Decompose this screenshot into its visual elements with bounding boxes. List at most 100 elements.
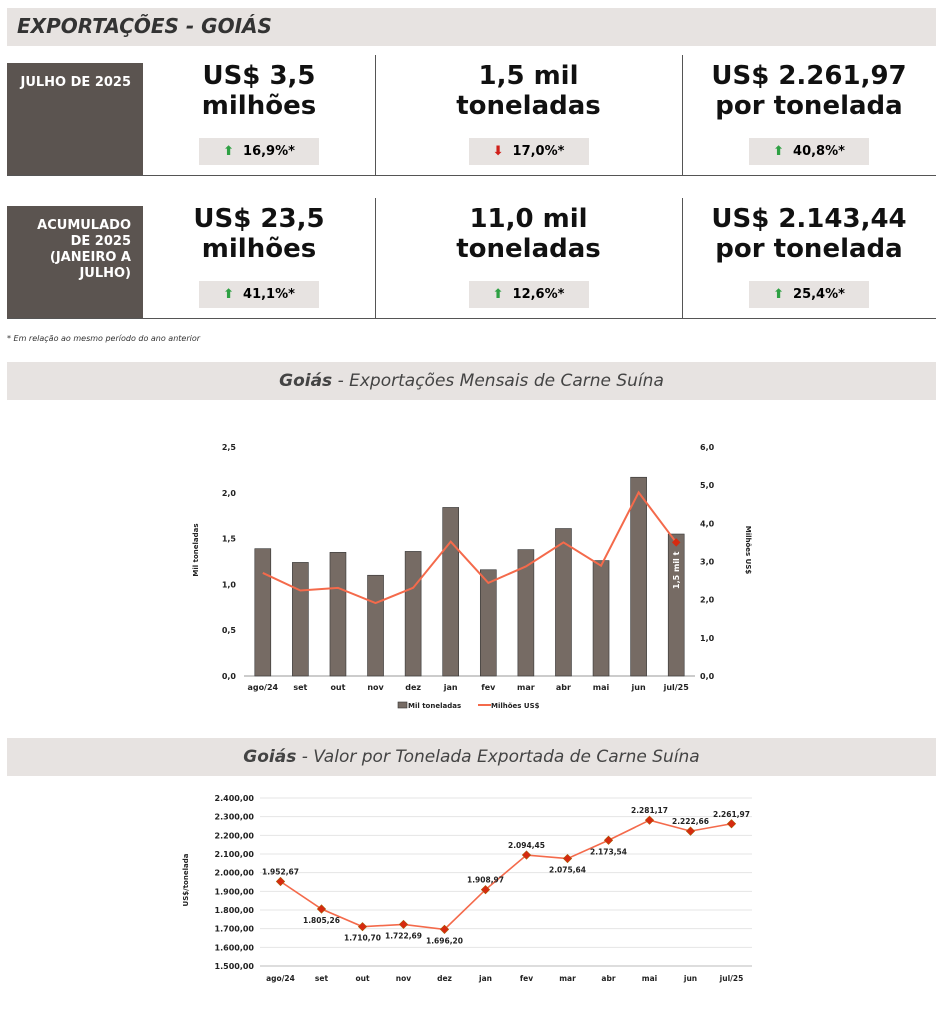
x-tick-label: set — [315, 974, 329, 983]
data-point — [480, 885, 491, 895]
x-tick-label: ago/24 — [247, 683, 278, 692]
kpi-cell: US$ 23,5 milhões ⬆ 41,1%* — [143, 204, 375, 314]
data-label: 2.173,54 — [590, 847, 627, 856]
y-tick-label: 2.200,00 — [215, 831, 255, 840]
data-label: 1.805,26 — [303, 916, 340, 925]
data-point — [726, 819, 737, 829]
kpi-cell: US$ 2.261,97 por tonelada ⬆ 40,8%* — [682, 61, 936, 171]
data-label: 2.281,17 — [631, 806, 668, 815]
data-point — [562, 853, 573, 864]
period-label: JULHO DE 2025 — [7, 63, 143, 176]
kpi-value: US$ 2.143,44 por tonelada — [711, 204, 907, 264]
change-badge: ⬆ 16,9%* — [199, 138, 319, 165]
y-tick-label: 2,0 — [222, 489, 237, 498]
legend-label: Mil toneladas — [408, 702, 461, 710]
x-tick-label: ago/24 — [266, 974, 295, 983]
divider — [375, 55, 376, 175]
data-label: 2.075,64 — [549, 866, 586, 875]
section-bold: Goiás — [243, 747, 297, 767]
arrow-down-icon: ⬇ — [492, 144, 504, 159]
data-point — [439, 924, 450, 934]
legend-swatch-bar — [397, 701, 408, 709]
y-tick-label: 2.100,00 — [215, 850, 255, 859]
price-per-ton-chart: 1.500,00 1.600,00 1.700,00 1.800,00 1.900,00… — [182, 794, 752, 983]
x-tick-label: set — [293, 683, 307, 692]
data-point — [685, 826, 696, 836]
x-tick-label: jun — [683, 974, 697, 983]
divider — [682, 55, 683, 175]
y2-tick-label: 4,0 — [700, 519, 715, 528]
x-tick-label: jul/25 — [663, 683, 690, 692]
change-value: 16,9%* — [243, 144, 295, 159]
section-header-price: Goiás - Valor por Tonelada Exportada de … — [7, 738, 936, 776]
data-point — [275, 876, 286, 887]
x-tick-label: mai — [593, 683, 610, 692]
change-badge: ⬆ 41,1%* — [199, 281, 319, 308]
bar — [517, 549, 535, 677]
monthly-exports-chart: 0,0 0,5 1,0 1,5 2,0 2,5 0,0 1,0 2,0 3,0 4,0 5,0 6,0 a… — [192, 443, 752, 710]
bar — [329, 552, 347, 677]
x-tick-label: abr — [556, 683, 571, 692]
section-rest: - Valor por Tonelada Exportada de Carne … — [296, 747, 700, 767]
arrow-up-icon: ⬆ — [492, 287, 504, 302]
change-value: 17,0%* — [512, 144, 565, 159]
data-label: 1.908,97 — [467, 876, 504, 885]
bar — [367, 574, 384, 677]
kpi-value: US$ 23,5 milhões — [193, 204, 325, 264]
change-value: 25,4%* — [793, 287, 845, 302]
y-tick-label: 1.600,00 — [215, 943, 255, 952]
x-tick-label: dez — [405, 683, 421, 692]
y-tick-label: 1.900,00 — [215, 887, 255, 896]
arrow-up-icon: ⬆ — [223, 144, 234, 159]
kpi-value: US$ 3,5 milhões — [201, 61, 317, 121]
change-value: 12,6%* — [512, 287, 565, 302]
legend-label: Milhões US$ — [491, 702, 540, 710]
x-tick-label: fev — [520, 974, 533, 983]
bar — [667, 533, 685, 677]
divider — [7, 175, 936, 176]
divider — [7, 318, 936, 319]
divider — [682, 198, 683, 318]
x-tick-label: fev — [481, 683, 496, 692]
section-bold: Goiás — [279, 371, 333, 391]
change-badge: ⬇ 17,0%* — [468, 138, 589, 165]
y2-tick-label: 1,0 — [700, 634, 715, 643]
y-tick-label: 0,0 — [222, 672, 237, 681]
bar — [254, 548, 272, 677]
line-series-milhoes — [262, 490, 678, 605]
data-label: 2.094,45 — [508, 841, 545, 850]
data-point — [644, 815, 655, 825]
data-point — [398, 919, 409, 930]
y-tick-label: 2.400,00 — [215, 794, 255, 803]
data-label: 2.222,66 — [672, 817, 709, 826]
kpi-value: 11,0 mil toneladas — [456, 204, 601, 264]
y-tick-label: 1,5 — [222, 535, 237, 544]
bar — [292, 562, 309, 677]
data-point — [316, 904, 327, 914]
y2-tick-label: 6,0 — [700, 443, 715, 452]
arrow-up-icon: ⬆ — [773, 287, 784, 302]
y-tick-label: 2,5 — [222, 443, 237, 452]
section-header-monthly: Goiás - Exportações Mensais de Carne Suí… — [7, 362, 936, 400]
arrow-up-icon: ⬆ — [773, 144, 784, 159]
footnote: * Em relação ao mesmo período do ano ant… — [7, 334, 201, 343]
y-tick-label: 2.300,00 — [215, 813, 255, 822]
kpi-cell: 1,5 mil toneladas ⬇ 17,0%* — [375, 61, 682, 171]
divider — [375, 198, 376, 318]
y-axis-title: Mil toneladas — [192, 523, 200, 576]
x-tick-label: mar — [517, 683, 535, 692]
y2-axis-title: Milhões US$ — [744, 526, 752, 575]
bar — [479, 569, 497, 677]
arrow-up-icon: ⬆ — [223, 287, 234, 302]
y-tick-label: 1.700,00 — [215, 925, 255, 934]
data-point — [357, 922, 368, 932]
change-badge: ⬆ 40,8%* — [749, 138, 869, 165]
kpi-cell: US$ 2.143,44 por tonelada ⬆ 25,4%* — [682, 204, 936, 314]
x-tick-label: out — [355, 974, 369, 983]
section-rest: - Exportações Mensais de Carne Suína — [332, 371, 664, 391]
bar — [404, 551, 422, 677]
x-tick-label: nov — [367, 683, 384, 692]
x-tick-label: abr — [601, 974, 615, 983]
y2-tick-label: 0,0 — [700, 672, 715, 681]
bar-annotation: 1,5 mil t — [672, 551, 681, 589]
